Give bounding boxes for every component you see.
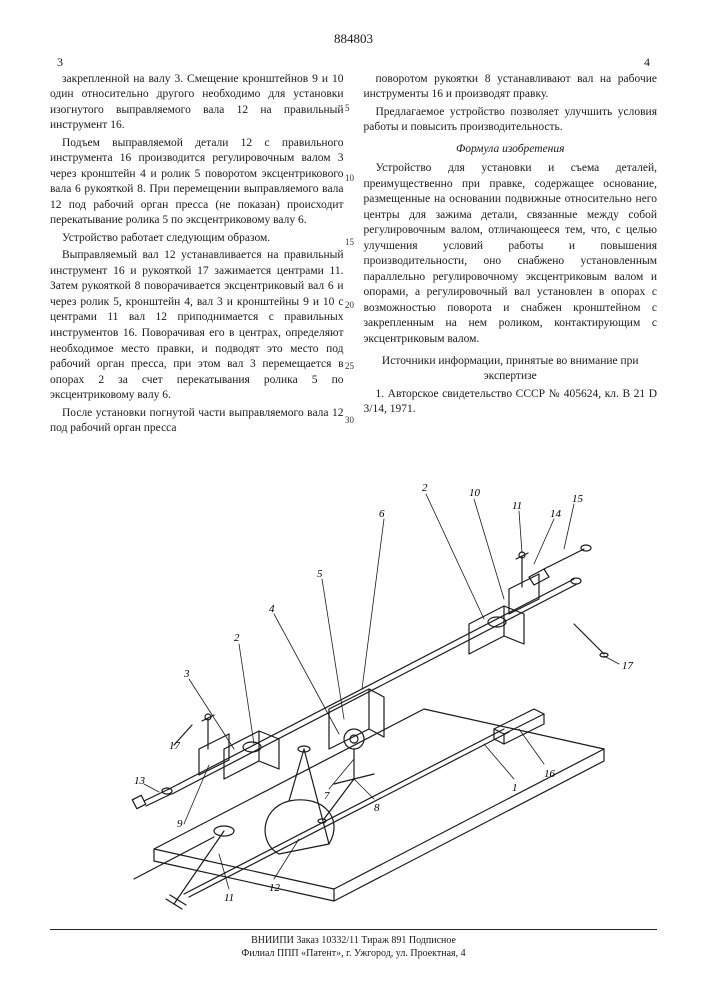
svg-text:13: 13	[134, 775, 146, 787]
svg-text:1: 1	[512, 782, 518, 794]
svg-text:11: 11	[512, 500, 522, 512]
body-paragraph: Подъем выправляемой детали 12 с правильн…	[50, 136, 344, 229]
svg-text:9: 9	[177, 818, 183, 830]
svg-text:5: 5	[317, 568, 323, 580]
svg-text:3: 3	[183, 668, 190, 680]
svg-text:2: 2	[422, 482, 428, 494]
imprint-footer: ВНИИПИ Заказ 10332/11 Тираж 891 Подписно…	[50, 929, 657, 960]
footer-line: ВНИИПИ Заказ 10332/11 Тираж 891 Подписно…	[50, 934, 657, 947]
page-col-left-num: 3	[50, 54, 70, 70]
footer-line: Филиал ППП «Патент», г. Ужгород, ул. Про…	[50, 947, 657, 960]
body-paragraph: Устройство работает следующим образом.	[50, 231, 344, 247]
right-column: поворотом рукоятки 8 устанавливают вал н…	[364, 72, 658, 439]
document-number: 884803	[50, 30, 657, 48]
svg-text:14: 14	[550, 508, 562, 520]
claim-title: Формула изобретения	[364, 142, 658, 158]
sources-title: Источники информации, принятые во вниман…	[364, 354, 658, 385]
svg-text:17: 17	[622, 660, 634, 672]
left-column: закрепленной на валу 3. Смещение кронште…	[50, 72, 344, 439]
claim-text: Устройство для установки и съема деталей…	[364, 161, 658, 347]
line-number: 25	[345, 360, 354, 372]
svg-text:16: 16	[544, 768, 556, 780]
svg-text:6: 6	[379, 508, 385, 520]
svg-text:12: 12	[269, 882, 281, 894]
page-col-right-num: 4	[637, 54, 657, 70]
svg-text:4: 4	[269, 603, 275, 615]
body-paragraph: поворотом рукоятки 8 устанавливают вал н…	[364, 72, 658, 103]
line-number: 15	[345, 236, 354, 248]
mechanical-drawing: 2 10 11 14 15 6 5 4 2 3 13 9 11 12 7 8 1…	[74, 449, 634, 919]
line-number: 30	[345, 414, 354, 426]
body-paragraph: закрепленной на валу 3. Смещение кронште…	[50, 72, 344, 134]
svg-text:17: 17	[169, 740, 181, 752]
svg-text:8: 8	[374, 802, 380, 814]
svg-text:15: 15	[572, 493, 584, 505]
line-number: 5	[345, 102, 350, 114]
svg-text:2: 2	[234, 632, 240, 644]
body-paragraph: После установки погнутой части выправляе…	[50, 406, 344, 437]
sources-text: 1. Авторское свидетельство СССР № 405624…	[364, 387, 658, 418]
body-paragraph: Предлагаемое устройство позволяет улучши…	[364, 105, 658, 136]
svg-text:11: 11	[224, 892, 234, 904]
svg-text:7: 7	[324, 790, 330, 802]
body-paragraph: Выправляемый вал 12 устанавливается на п…	[50, 248, 344, 403]
line-number: 20	[345, 299, 354, 311]
svg-text:10: 10	[469, 487, 481, 499]
patent-figure: 2 10 11 14 15 6 5 4 2 3 13 9 11 12 7 8 1…	[50, 449, 657, 923]
line-number: 10	[345, 172, 354, 184]
